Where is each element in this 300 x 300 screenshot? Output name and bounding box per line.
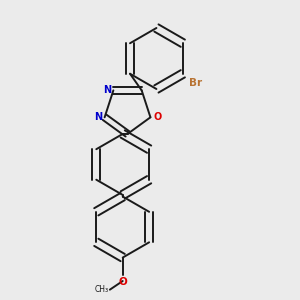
Text: N: N — [94, 112, 102, 122]
Text: Br: Br — [189, 78, 202, 88]
Text: CH₃: CH₃ — [94, 285, 108, 294]
Text: O: O — [154, 112, 162, 122]
Text: O: O — [118, 277, 127, 286]
Text: N: N — [103, 85, 111, 95]
